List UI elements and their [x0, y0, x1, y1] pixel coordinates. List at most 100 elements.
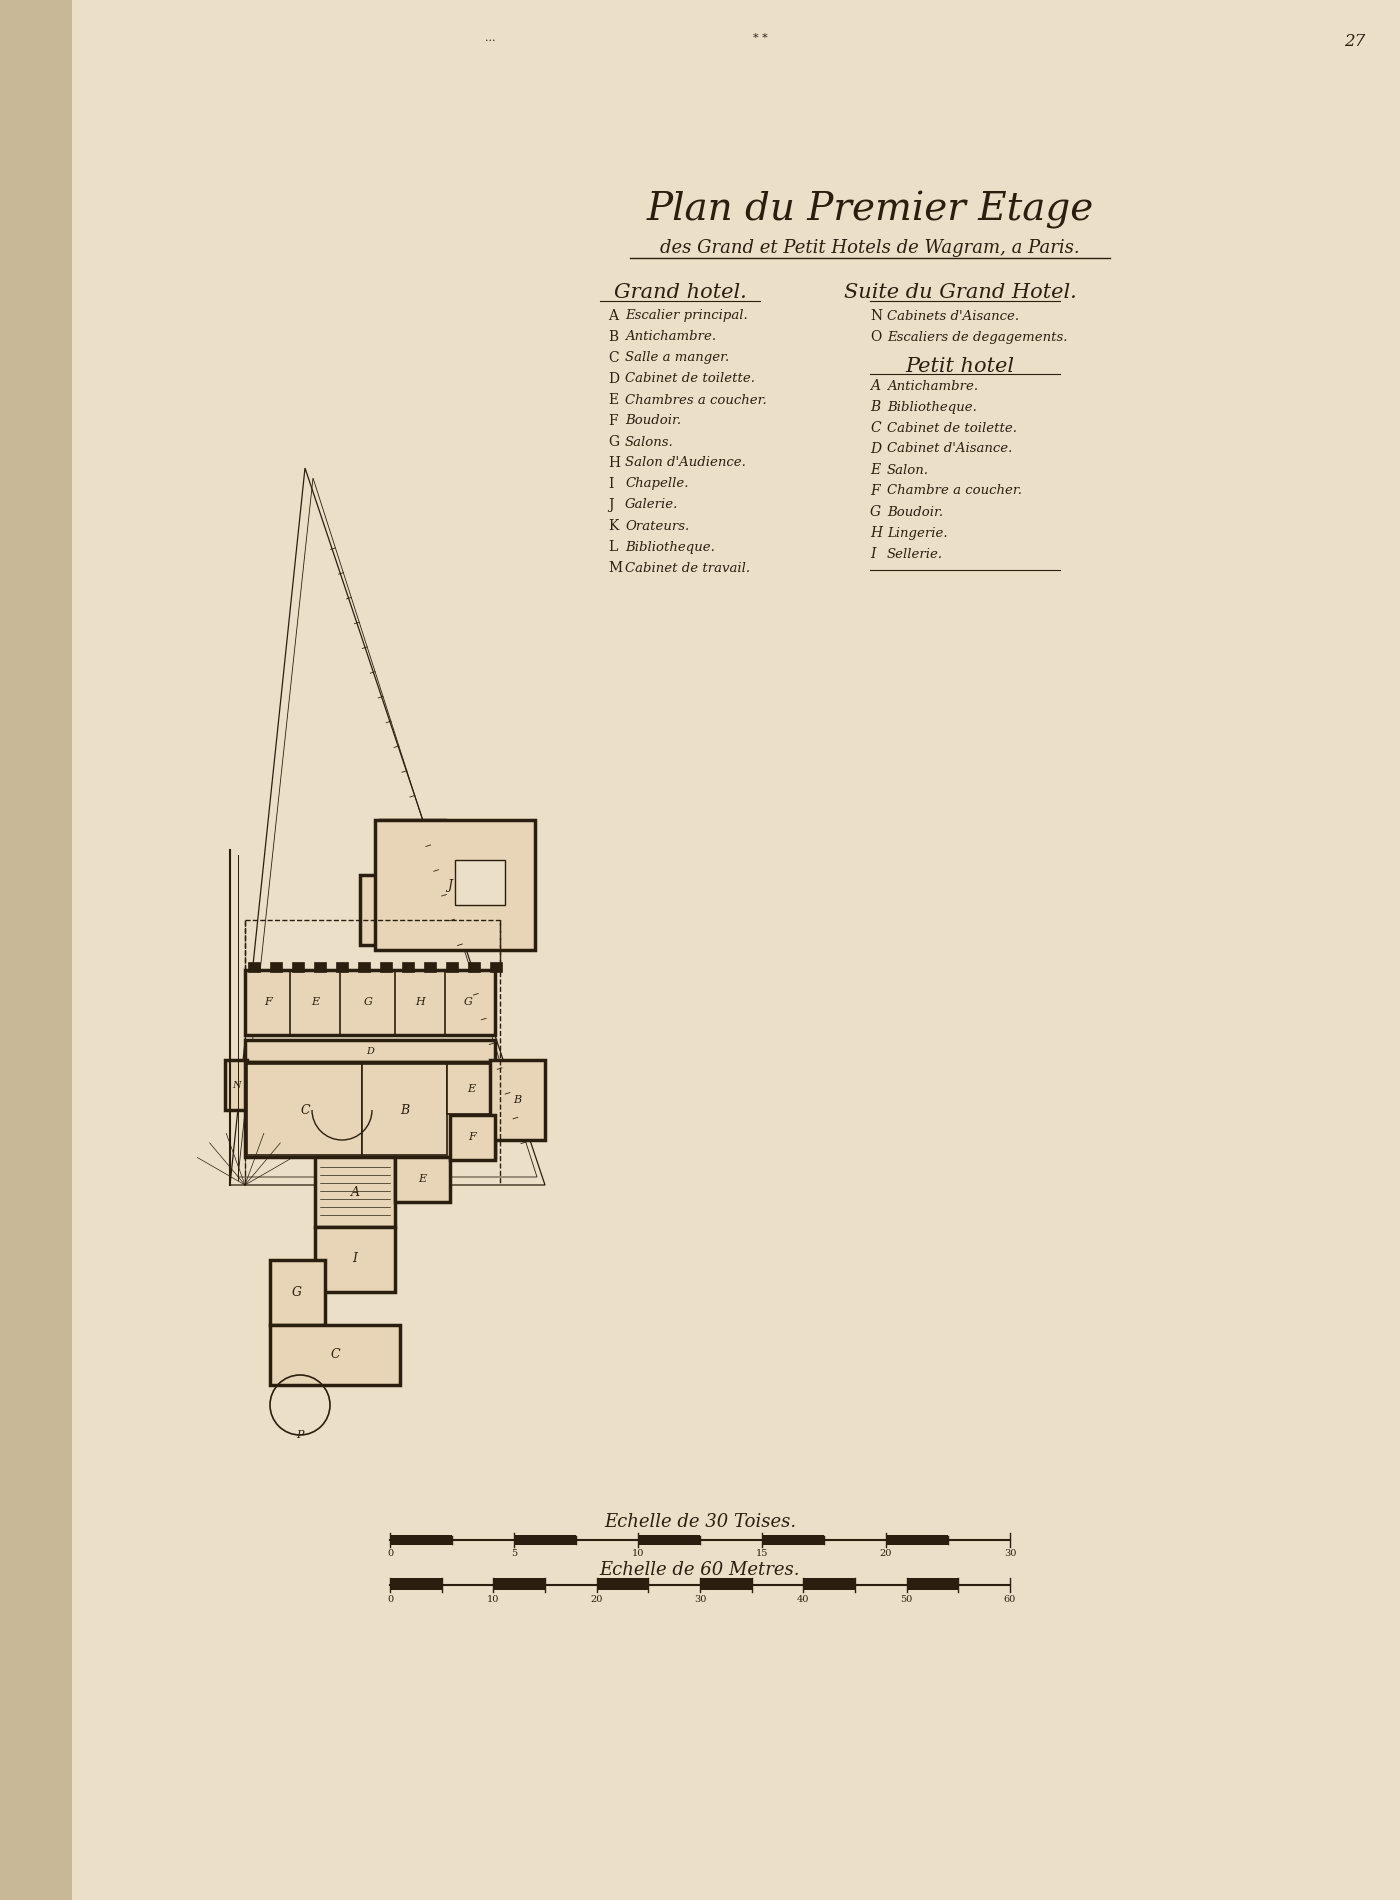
Bar: [907, 1579, 959, 1590]
Text: C: C: [869, 422, 881, 435]
Bar: [490, 961, 503, 973]
Text: J: J: [608, 498, 613, 511]
Text: Cabinet d'Aisance.: Cabinet d'Aisance.: [888, 443, 1012, 456]
Text: G: G: [364, 998, 372, 1007]
Bar: [424, 961, 435, 973]
Text: B: B: [512, 1094, 521, 1106]
Bar: [379, 961, 392, 973]
Text: Cabinet de toilette.: Cabinet de toilette.: [888, 422, 1016, 435]
Text: 10: 10: [631, 1550, 644, 1558]
Text: 40: 40: [797, 1594, 809, 1604]
Text: Chapelle.: Chapelle.: [624, 477, 689, 490]
Bar: [447, 961, 458, 973]
Bar: [447, 1064, 496, 1113]
Text: H: H: [416, 998, 424, 1007]
Text: Bibliotheque.: Bibliotheque.: [624, 540, 715, 553]
Bar: [225, 1060, 246, 1110]
Bar: [455, 861, 505, 904]
Text: G: G: [869, 505, 881, 519]
Bar: [315, 1157, 395, 1227]
Bar: [638, 1535, 700, 1545]
Text: 20: 20: [591, 1594, 603, 1604]
Text: Echelle de 60 Metres.: Echelle de 60 Metres.: [599, 1562, 801, 1579]
Text: I: I: [353, 1252, 357, 1265]
Text: Boudoir.: Boudoir.: [624, 414, 682, 428]
Text: B: B: [400, 1104, 410, 1117]
Text: Bibliotheque.: Bibliotheque.: [888, 401, 977, 414]
Bar: [245, 971, 496, 1036]
Text: B: B: [608, 331, 619, 344]
Text: Echelle de 30 Toises.: Echelle de 30 Toises.: [603, 1512, 797, 1531]
Text: O: O: [869, 331, 881, 344]
Text: F: F: [265, 998, 272, 1007]
Text: E: E: [869, 464, 881, 477]
Bar: [315, 1227, 395, 1292]
Text: F: F: [608, 414, 617, 428]
Text: E: E: [311, 998, 319, 1007]
Bar: [391, 1535, 452, 1545]
Text: Petit hotel: Petit hotel: [906, 357, 1015, 376]
Text: 60: 60: [1004, 1594, 1016, 1604]
Bar: [270, 1324, 400, 1385]
Text: A: A: [350, 1186, 360, 1199]
Bar: [363, 1064, 447, 1155]
Bar: [0, 0, 71, 1900]
Text: L: L: [608, 540, 617, 555]
Bar: [395, 1157, 449, 1203]
Text: E: E: [419, 1174, 426, 1184]
Text: Cabinet de toilette.: Cabinet de toilette.: [624, 372, 755, 386]
Text: K: K: [608, 519, 619, 534]
Bar: [493, 1579, 545, 1590]
Bar: [270, 961, 281, 973]
Text: Suite du Grand Hotel.: Suite du Grand Hotel.: [844, 283, 1077, 302]
Text: G: G: [293, 1286, 302, 1298]
Bar: [379, 821, 445, 876]
Bar: [514, 1535, 575, 1545]
Text: P: P: [297, 1431, 304, 1440]
Text: I: I: [869, 547, 875, 560]
Bar: [375, 821, 535, 950]
Bar: [490, 1060, 545, 1140]
Text: Antichambre.: Antichambre.: [624, 331, 717, 344]
Text: * *: * *: [753, 32, 767, 44]
Text: Chambre a coucher.: Chambre a coucher.: [888, 484, 1022, 498]
Text: C: C: [608, 352, 619, 365]
Bar: [596, 1579, 648, 1590]
Text: Salons.: Salons.: [624, 435, 673, 448]
Text: G: G: [608, 435, 619, 448]
Text: Salon.: Salon.: [888, 464, 930, 477]
Text: H: H: [608, 456, 620, 469]
Bar: [700, 1579, 752, 1590]
Bar: [248, 961, 260, 973]
Bar: [762, 1535, 825, 1545]
Bar: [245, 1062, 496, 1157]
Text: Sellerie.: Sellerie.: [888, 547, 944, 560]
Text: A: A: [608, 310, 617, 323]
Text: 30: 30: [694, 1594, 706, 1604]
Text: Salon d'Audience.: Salon d'Audience.: [624, 456, 746, 469]
Text: 50: 50: [900, 1594, 913, 1604]
Text: D: D: [869, 443, 881, 456]
Bar: [468, 961, 480, 973]
Text: Lingerie.: Lingerie.: [888, 526, 948, 540]
Text: 10: 10: [487, 1594, 500, 1604]
Text: E: E: [608, 393, 619, 407]
Text: D: D: [365, 1047, 374, 1056]
Text: Grand hotel.: Grand hotel.: [613, 283, 746, 302]
Text: C: C: [330, 1349, 340, 1362]
Text: Escalier principal.: Escalier principal.: [624, 310, 748, 323]
Text: Boudoir.: Boudoir.: [888, 505, 944, 519]
Text: Salle a manger.: Salle a manger.: [624, 352, 729, 365]
Bar: [391, 1579, 441, 1590]
Text: I: I: [608, 477, 613, 490]
Text: 5: 5: [511, 1550, 517, 1558]
Text: 30: 30: [1004, 1550, 1016, 1558]
Text: Orateurs.: Orateurs.: [624, 519, 689, 532]
Bar: [314, 961, 326, 973]
Bar: [246, 1064, 363, 1155]
Bar: [270, 1260, 325, 1324]
Bar: [293, 961, 304, 973]
Text: 0: 0: [386, 1550, 393, 1558]
Text: D: D: [608, 372, 619, 386]
Bar: [402, 961, 414, 973]
